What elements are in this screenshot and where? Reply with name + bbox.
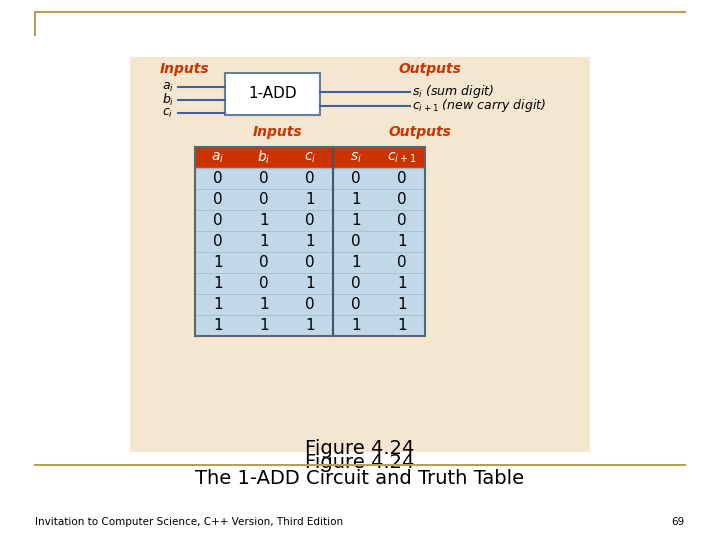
Text: Inputs: Inputs (160, 62, 210, 76)
Text: The 1-ADD Circuit and Truth Table: The 1-ADD Circuit and Truth Table (195, 469, 525, 488)
Text: 0: 0 (351, 276, 361, 291)
Text: 1: 1 (213, 276, 222, 291)
Bar (195, 147, 425, 168)
Text: 1: 1 (259, 318, 269, 333)
Text: 1: 1 (305, 192, 315, 207)
Text: 0: 0 (351, 171, 361, 186)
Text: 0: 0 (213, 192, 222, 207)
Text: Invitation to Computer Science, C++ Version, Third Edition: Invitation to Computer Science, C++ Vers… (35, 517, 343, 527)
Text: 1: 1 (213, 297, 222, 312)
Bar (225, 73, 320, 115)
Text: 0: 0 (259, 171, 269, 186)
Text: 1-ADD: 1-ADD (248, 86, 297, 102)
Text: Inputs: Inputs (253, 125, 303, 139)
Text: 0: 0 (305, 171, 315, 186)
Text: 0: 0 (213, 234, 222, 249)
Text: 1: 1 (397, 234, 407, 249)
Text: 0: 0 (259, 192, 269, 207)
Text: 1: 1 (259, 234, 269, 249)
Text: Figure 4.24: Figure 4.24 (305, 453, 415, 472)
Text: $c_i$: $c_i$ (162, 106, 174, 119)
Text: $b_i$: $b_i$ (162, 92, 174, 108)
Text: 0: 0 (397, 192, 407, 207)
Text: 1: 1 (305, 318, 315, 333)
Text: 0: 0 (397, 255, 407, 270)
Text: 1: 1 (397, 318, 407, 333)
Text: 1: 1 (305, 276, 315, 291)
Text: $s_i$: $s_i$ (350, 150, 362, 165)
Bar (195, 168, 425, 336)
Text: 1: 1 (351, 255, 361, 270)
Text: 0: 0 (397, 171, 407, 186)
Text: 1: 1 (397, 276, 407, 291)
Text: $c_{i+1}$ (new carry digit): $c_{i+1}$ (new carry digit) (412, 98, 546, 114)
Text: $a_i$: $a_i$ (212, 150, 225, 165)
Text: 1: 1 (351, 213, 361, 228)
Text: $a_i$: $a_i$ (162, 80, 174, 93)
Text: 0: 0 (397, 213, 407, 228)
Text: 0: 0 (213, 171, 222, 186)
Text: 0: 0 (351, 234, 361, 249)
Text: Outputs: Outputs (399, 62, 462, 76)
Text: 0: 0 (305, 255, 315, 270)
Bar (130, 57, 590, 452)
Text: Outputs: Outputs (389, 125, 451, 139)
Text: 0: 0 (305, 213, 315, 228)
Text: 1: 1 (259, 297, 269, 312)
Text: 0: 0 (305, 297, 315, 312)
Text: 1: 1 (213, 255, 222, 270)
Text: 1: 1 (397, 297, 407, 312)
Text: 0: 0 (259, 255, 269, 270)
Text: 1: 1 (213, 318, 222, 333)
Text: Figure 4.24: Figure 4.24 (305, 439, 415, 458)
Text: $s_i$ (sum digit): $s_i$ (sum digit) (412, 84, 494, 100)
Text: $c_i$: $c_i$ (304, 150, 316, 165)
Text: 1: 1 (259, 213, 269, 228)
Text: 69: 69 (672, 517, 685, 527)
Text: 0: 0 (351, 297, 361, 312)
Text: 0: 0 (259, 276, 269, 291)
Text: $c_{i+1}$: $c_{i+1}$ (387, 150, 417, 165)
Bar (195, 147, 425, 336)
Text: $b_i$: $b_i$ (257, 149, 271, 166)
Text: 1: 1 (351, 318, 361, 333)
Text: 1: 1 (351, 192, 361, 207)
Text: 0: 0 (213, 213, 222, 228)
Text: 1: 1 (305, 234, 315, 249)
